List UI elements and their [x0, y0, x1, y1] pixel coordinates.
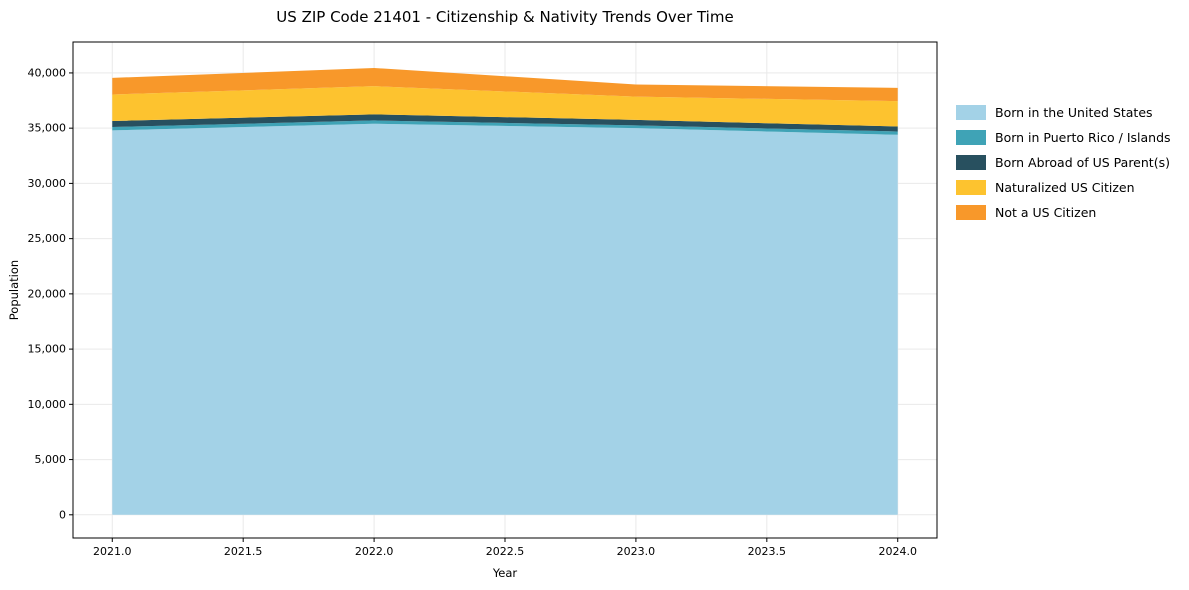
legend-label: Born in Puerto Rico / Islands [995, 129, 1171, 145]
y-tick-label: 10,000 [28, 398, 67, 411]
x-tick-label: 2021.5 [224, 545, 263, 558]
y-tick-label: 35,000 [28, 122, 67, 135]
area-series-1 [112, 120, 898, 135]
area-series-0 [112, 123, 898, 515]
x-tick-label: 2022.0 [355, 545, 394, 558]
chart-title: US ZIP Code 21401 - Citizenship & Nativi… [276, 8, 734, 26]
legend: Born in the United States Born in Puerto … [956, 104, 1171, 229]
legend-swatch-icon [956, 154, 986, 170]
legend-item-2: Born Abroad of US Parent(s) [956, 154, 1171, 170]
legend-item-0: Born in the United States [956, 104, 1171, 120]
legend-swatch-icon [956, 129, 986, 145]
x-tick-label: 2023.5 [748, 545, 787, 558]
legend-swatch-icon [956, 104, 986, 120]
x-tick-label: 2022.5 [486, 545, 525, 558]
area-series-2 [112, 114, 898, 132]
area-series-4 [112, 67, 898, 102]
y-tick-label: 15,000 [28, 343, 67, 356]
y-tick-label: 30,000 [28, 177, 67, 190]
legend-label: Not a US Citizen [995, 204, 1097, 220]
x-tick-label: 2024.0 [878, 545, 917, 558]
area-series-3 [112, 86, 898, 127]
legend-swatch-icon [956, 179, 986, 195]
x-axis-label: Year [492, 566, 518, 580]
x-tick-label: 2023.0 [617, 545, 656, 558]
legend-label: Born in the United States [995, 104, 1153, 120]
y-tick-label: 20,000 [28, 287, 67, 300]
y-axis-label: Population [7, 259, 21, 321]
y-tick-label: 5,000 [35, 453, 67, 466]
legend-item-3: Naturalized US Citizen [956, 179, 1171, 195]
legend-label: Born Abroad of US Parent(s) [995, 154, 1170, 170]
x-tick-label: 2021.0 [93, 545, 132, 558]
y-tick-label: 40,000 [28, 66, 67, 79]
legend-swatch-icon [956, 204, 986, 220]
legend-item-1: Born in Puerto Rico / Islands [956, 129, 1171, 145]
legend-label: Naturalized US Citizen [995, 179, 1135, 195]
legend-item-4: Not a US Citizen [956, 204, 1171, 220]
y-tick-label: 0 [59, 508, 66, 521]
y-tick-label: 25,000 [28, 232, 67, 245]
